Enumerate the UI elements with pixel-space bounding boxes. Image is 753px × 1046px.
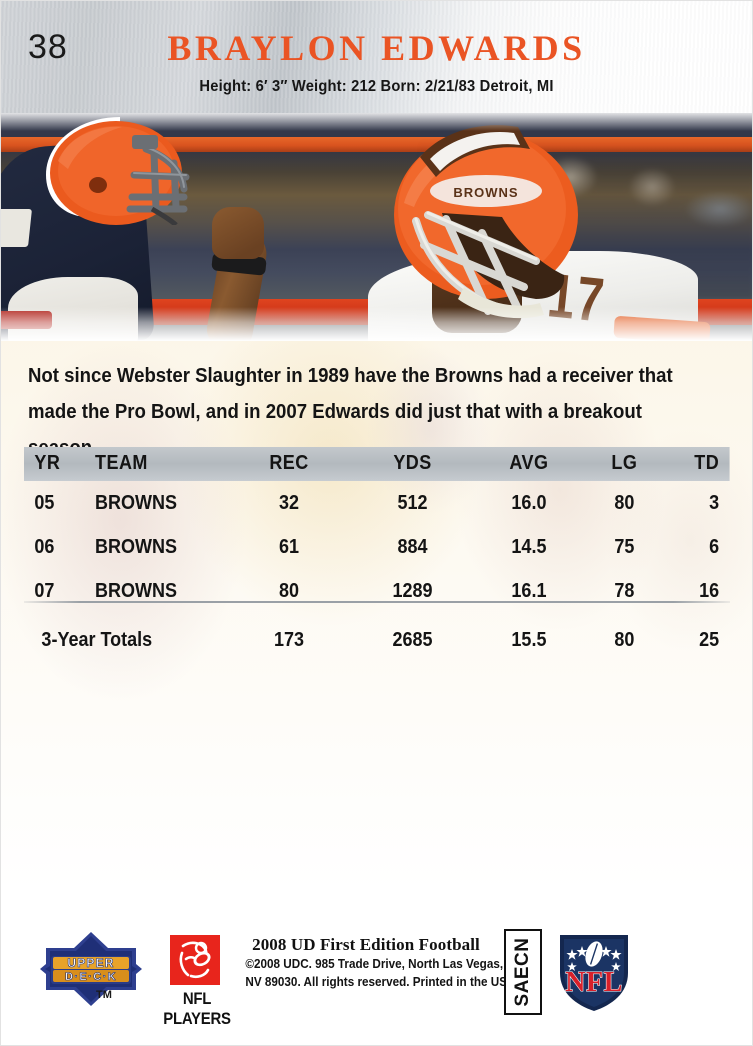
cell-avg: 16.0 <box>511 492 547 514</box>
upper-deck-trademark: TM <box>96 989 112 1001</box>
cell-td: 3 <box>709 492 720 514</box>
player-photo: 17 BROWNS <box>0 113 753 341</box>
stats-header-lg: LG <box>611 452 638 474</box>
table-row: 07 BROWNS 80 1289 16.1 78 16 <box>24 569 730 613</box>
stats-header-yr: YR <box>34 452 61 474</box>
saecn-code-text: SAECN <box>512 937 533 1007</box>
upper-deck-logo-icon: UPPER D·E·C·K <box>40 932 142 1006</box>
totals-avg: 15.5 <box>511 629 547 651</box>
svg-text:UPPER: UPPER <box>67 956 114 970</box>
cell-lg: 75 <box>614 536 635 558</box>
totals-td: 25 <box>699 629 720 651</box>
svg-text:D·E·C·K: D·E·C·K <box>65 971 117 983</box>
totals-label: 3-Year Totals <box>41 629 153 651</box>
cell-td: 16 <box>699 580 720 602</box>
cell-yr: 07 <box>34 580 55 602</box>
cell-rec: 80 <box>278 580 299 602</box>
card-footer: UPPER D·E·C·K TM <box>0 925 753 1028</box>
cell-team: BROWNS <box>94 536 177 558</box>
cell-rec: 61 <box>278 536 299 558</box>
totals-rec: 173 <box>273 629 304 651</box>
cell-yr: 06 <box>34 536 55 558</box>
nfl-shield-logo-icon: NFL <box>560 935 628 1011</box>
cell-team: BROWNS <box>94 580 177 602</box>
cell-yds: 512 <box>397 492 428 514</box>
nfl-players-label: NFL PLAYERS <box>163 989 231 1028</box>
cell-avg: 14.5 <box>511 536 547 558</box>
photo-top-fade <box>0 113 753 131</box>
stats-table: YR TEAM REC YDS AVG LG TD 05 BROWNS 32 5… <box>24 447 730 658</box>
cell-lg: 80 <box>614 492 635 514</box>
totals-lg: 80 <box>614 629 635 651</box>
cell-yds: 884 <box>397 536 428 558</box>
player-bio-line: Height: 6′ 3″ Weight: 212 Born: 2/21/83 … <box>199 78 554 95</box>
edwards-helmet-icon: BROWNS <box>394 125 578 319</box>
cell-avg: 16.1 <box>511 580 547 602</box>
cell-rec: 32 <box>278 492 299 514</box>
stats-header-td: TD <box>694 452 720 474</box>
table-row: 05 BROWNS 32 512 16.0 80 3 <box>24 481 730 525</box>
copyright-line-2: NV 89030. All rights reserved. Printed i… <box>245 974 519 989</box>
totals-divider <box>24 601 730 603</box>
stats-header-team: TEAM <box>94 452 148 474</box>
nfl-players-logo-icon: NFL PLAYERS <box>156 935 236 1028</box>
cell-team: BROWNS <box>94 492 177 514</box>
browns-helmet-icon <box>46 117 190 225</box>
totals-row: 3-Year Totals 173 2685 15.5 80 25 <box>24 613 730 658</box>
table-row: 06 BROWNS 61 884 14.5 75 6 <box>24 525 730 569</box>
page-title: BRAYLON EDWARDS <box>167 28 586 68</box>
cell-yr: 05 <box>34 492 55 514</box>
fist <box>212 207 264 259</box>
card-number: 38 <box>28 28 68 66</box>
copyright-title: 2008 UD First Edition Football <box>252 935 480 954</box>
stats-header-avg: AVG <box>509 452 549 474</box>
copyright-block: 2008 UD First Edition Football ©2008 UDC… <box>232 935 519 991</box>
stats-header-row: YR TEAM REC YDS AVG LG TD <box>24 447 730 481</box>
cell-yds: 1289 <box>392 580 433 602</box>
totals-yds: 2685 <box>392 629 433 651</box>
saecn-code-box: SAECN <box>504 929 542 1015</box>
stats-header-yds: YDS <box>393 452 432 474</box>
cell-td: 6 <box>709 536 720 558</box>
svg-text:NFL: NFL <box>565 967 623 998</box>
header-band <box>0 0 753 113</box>
cell-lg: 78 <box>614 580 635 602</box>
stats-header-rec: REC <box>269 452 309 474</box>
teammate-jersey-number <box>0 209 32 247</box>
svg-text:BROWNS: BROWNS <box>453 185 518 200</box>
photo-bottom-fade <box>0 307 753 341</box>
nfl-players-mark <box>170 935 220 985</box>
copyright-line-1: ©2008 UDC. 985 Trade Drive, North Las Ve… <box>245 956 504 971</box>
